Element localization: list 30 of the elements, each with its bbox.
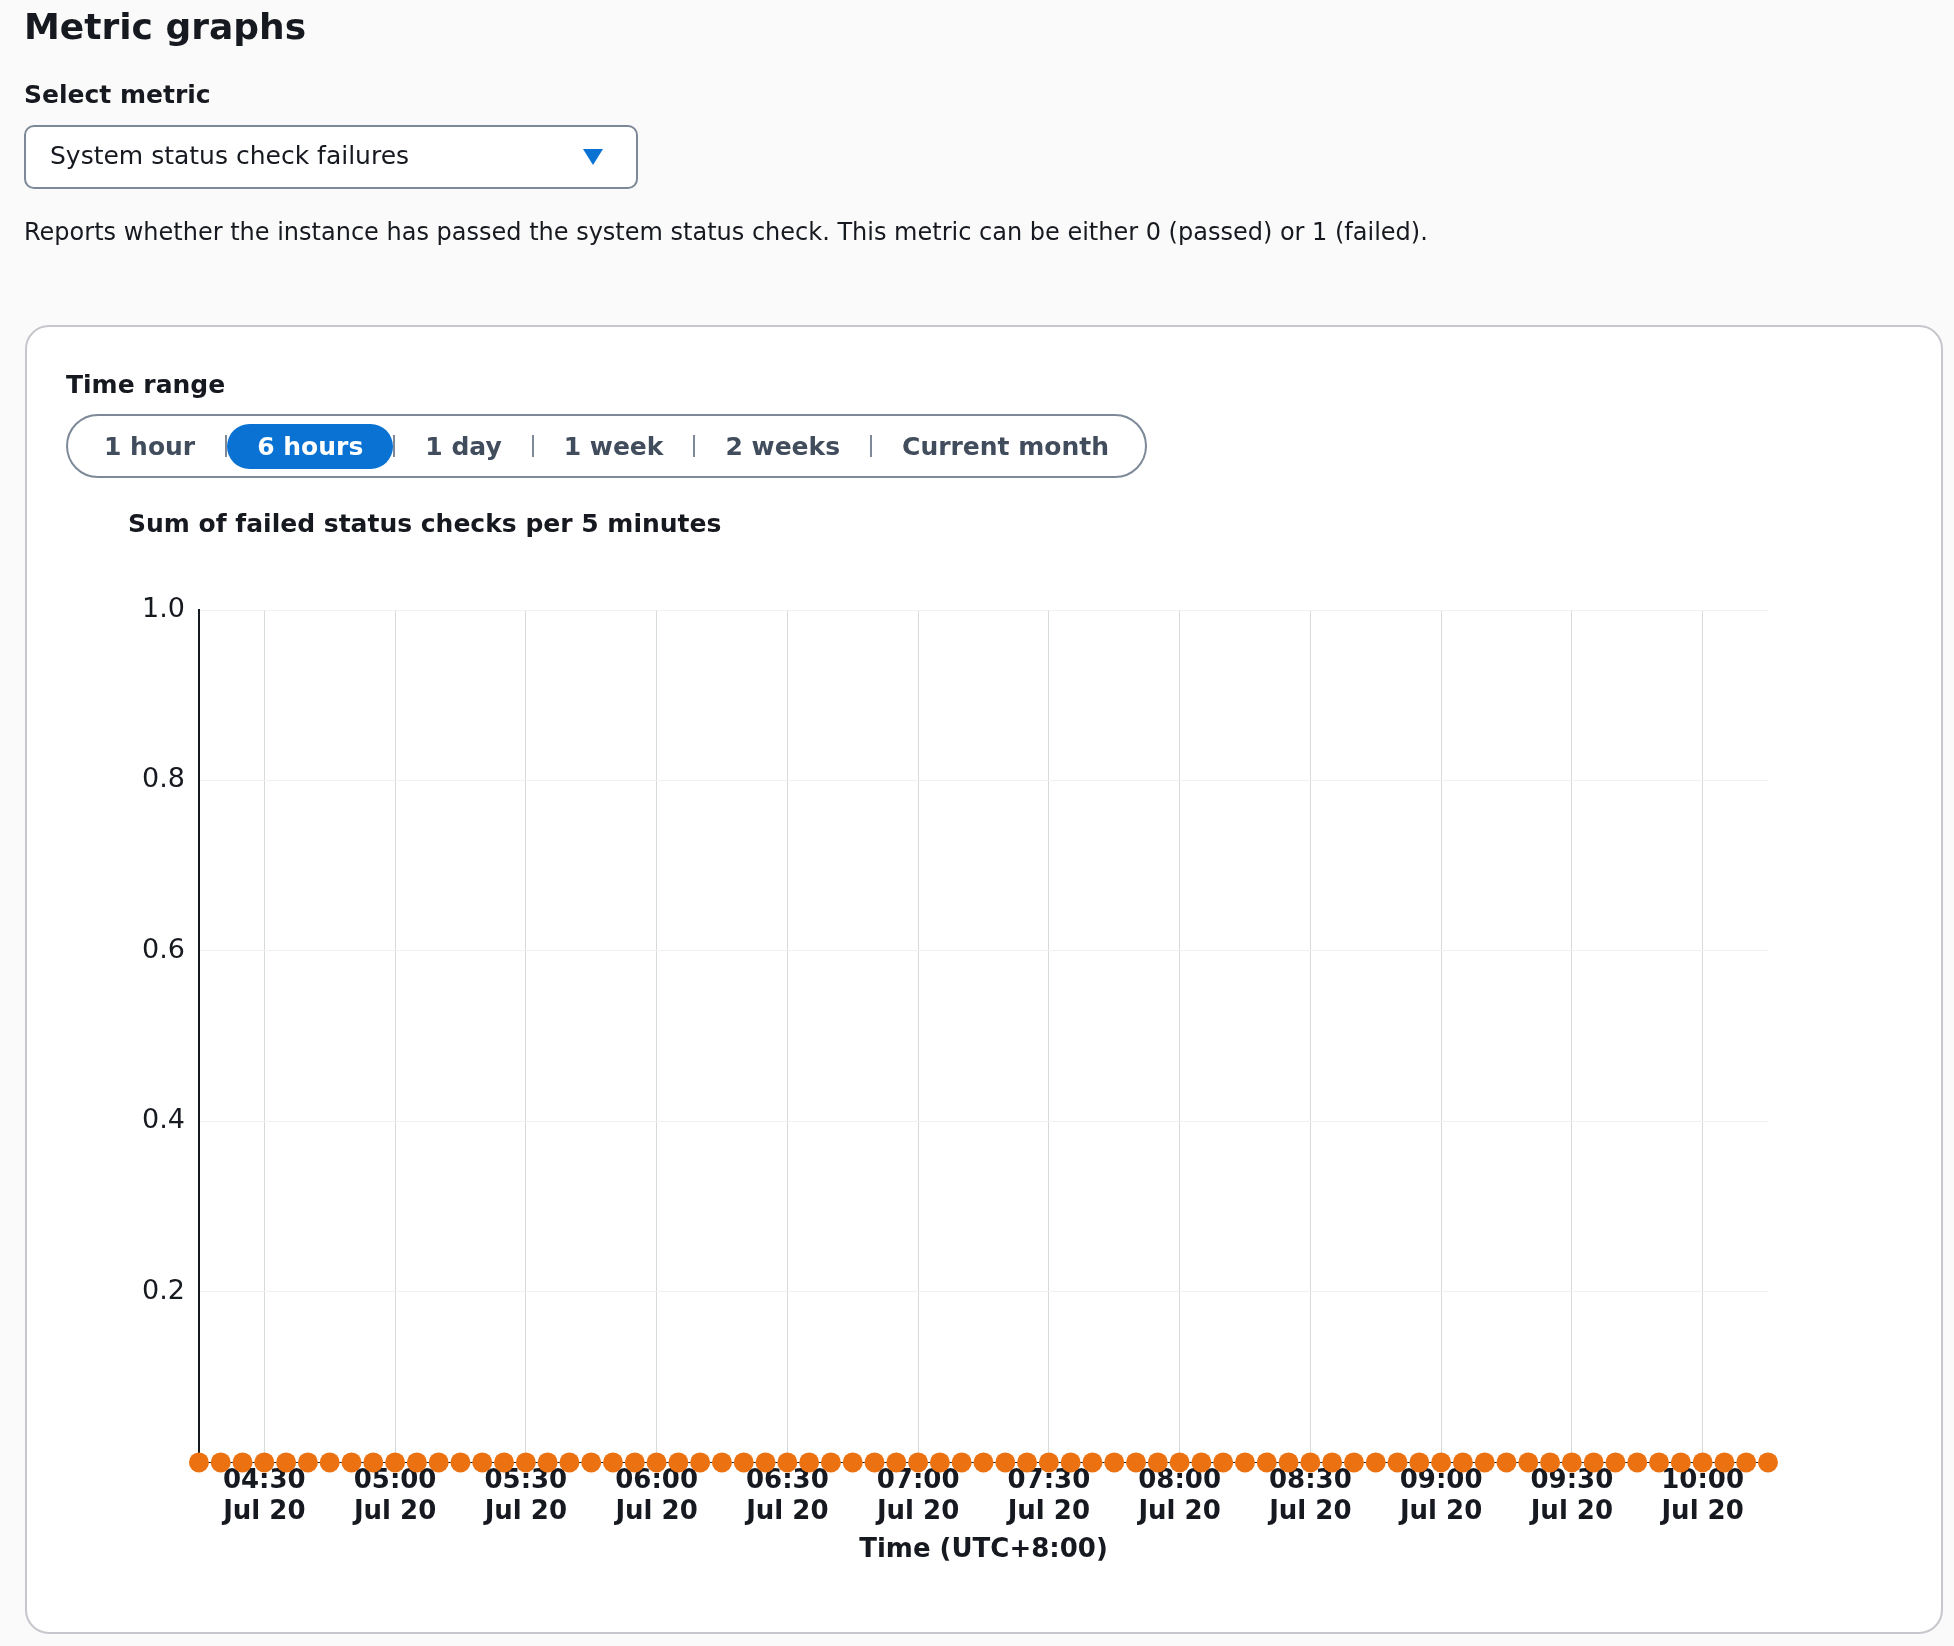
x-tick-label: 07:00 Jul 20	[874, 1463, 960, 1525]
x-tick-label: 07:30 Jul 20	[1005, 1463, 1091, 1525]
x-tick-label: 08:00 Jul 20	[1136, 1463, 1221, 1525]
x-tick-label: 06:30 Jul 20	[744, 1463, 829, 1525]
y-tick-label: 1.0	[141, 592, 185, 624]
x-tick-label: 04:30 Jul 20	[221, 1463, 306, 1525]
text: 6 hours	[227, 423, 394, 469]
text: 1 week	[562, 430, 665, 463]
text: Metric graphs	[24, 6, 307, 47]
x-tick-label: 05:30 Jul 20	[482, 1463, 568, 1525]
text: Time range	[66, 370, 226, 399]
x-axis-title: Time (UTC+8:00)	[859, 1533, 1108, 1564]
x-tick-label: 10:00 Jul 20	[1659, 1463, 1745, 1525]
x-tick-label: 08:30 Jul 20	[1267, 1463, 1352, 1525]
text: 1 day	[424, 430, 503, 463]
text: Select metric	[24, 80, 211, 109]
text: Reports whether the instance has passed the system status check. This metric can be either 0 (passed) or 1 (failed).	[24, 218, 1428, 246]
chart-title: Sum of failed status checks per 5 minutes	[128, 508, 722, 538]
text: Current month	[901, 430, 1111, 463]
x-tick-label: 09:30 Jul 20	[1528, 1463, 1614, 1525]
y-tick-label: 0.4	[141, 1103, 185, 1135]
x-tick-label: 06:00 Jul 20	[613, 1463, 698, 1525]
text: System status check failures	[50, 141, 410, 170]
x-tick-label: 09:00 Jul 20	[1397, 1463, 1483, 1525]
x-tick-label: 05:00 Jul 20	[351, 1463, 437, 1525]
text: 1 hour	[103, 430, 197, 463]
text: 2 weeks	[724, 430, 842, 463]
y-tick-label: 0.2	[141, 1273, 185, 1305]
y-tick-label: 0.8	[141, 762, 185, 794]
y-tick-label: 0.6	[141, 932, 185, 964]
